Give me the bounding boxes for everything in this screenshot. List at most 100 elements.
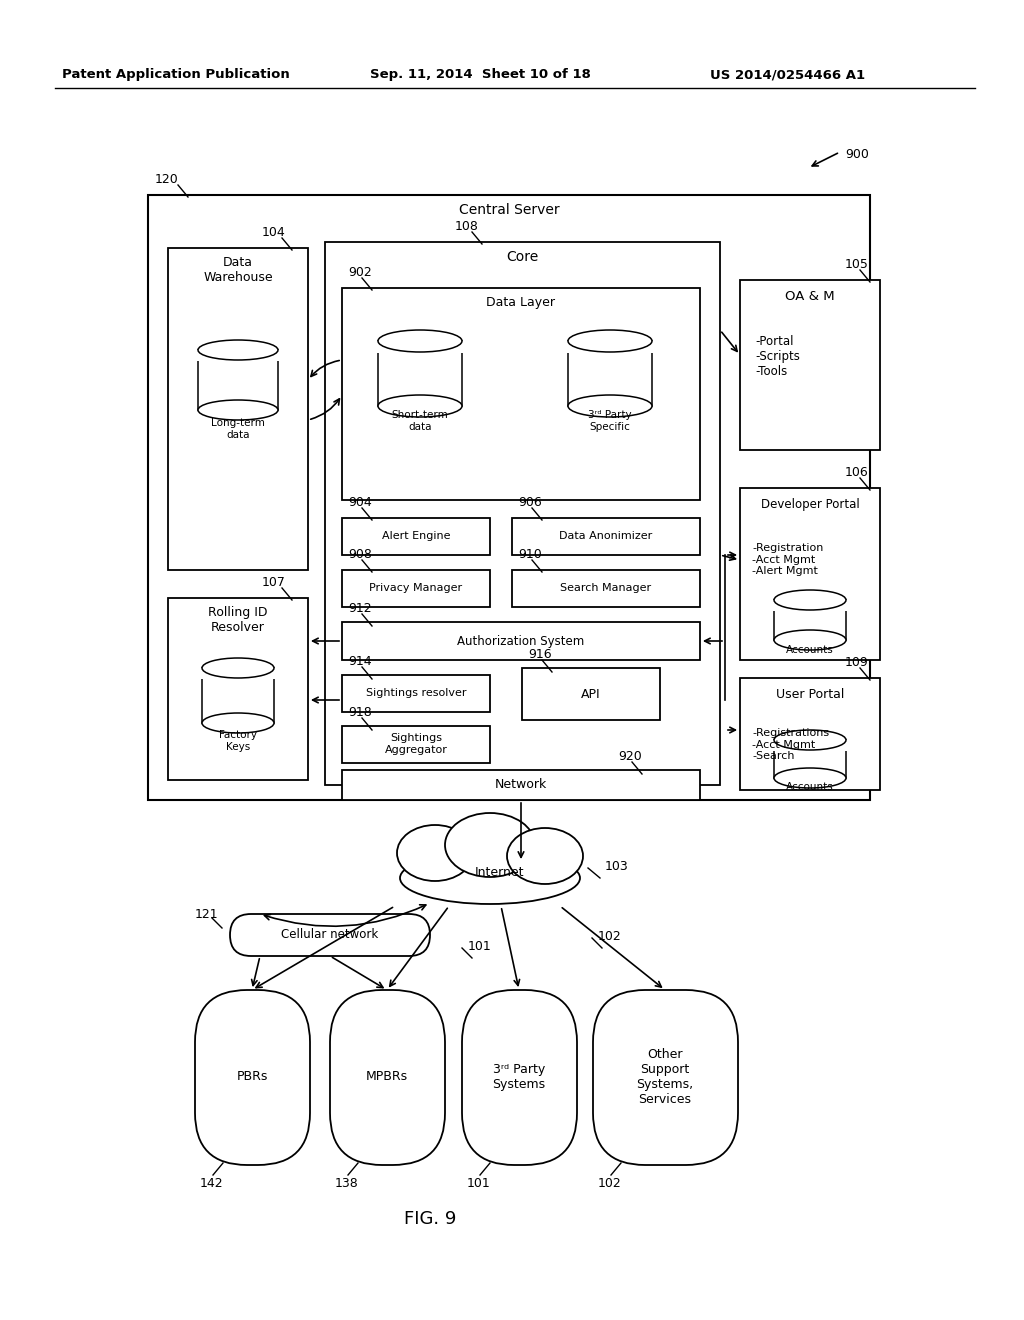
Text: Alert Engine: Alert Engine <box>382 531 451 541</box>
Ellipse shape <box>568 330 652 352</box>
Text: 142: 142 <box>200 1177 223 1191</box>
Bar <box>740 488 880 660</box>
Ellipse shape <box>774 630 846 649</box>
Ellipse shape <box>198 400 278 420</box>
Text: User Portal: User Portal <box>776 688 844 701</box>
Text: 906: 906 <box>518 496 542 510</box>
Text: 900: 900 <box>845 148 869 161</box>
Text: 902: 902 <box>348 267 372 279</box>
Text: Developer Portal: Developer Portal <box>761 498 859 511</box>
Bar <box>342 517 490 554</box>
Bar <box>168 598 308 780</box>
FancyBboxPatch shape <box>230 913 430 956</box>
Text: Accounts: Accounts <box>786 645 834 655</box>
Bar <box>202 668 274 723</box>
Bar <box>342 570 490 607</box>
Ellipse shape <box>397 825 473 880</box>
Text: API: API <box>582 688 601 701</box>
Bar <box>774 741 846 777</box>
Text: Rolling ID
Resolver: Rolling ID Resolver <box>208 606 267 634</box>
Text: Short-term
data: Short-term data <box>391 411 449 432</box>
Bar <box>377 341 463 352</box>
Text: Cellular network: Cellular network <box>282 928 379 941</box>
Ellipse shape <box>568 395 652 417</box>
Text: OA & M: OA & M <box>785 290 835 304</box>
Text: 101: 101 <box>468 940 492 953</box>
Text: -Registrations
-Acct Mgmt
-Search: -Registrations -Acct Mgmt -Search <box>752 729 829 762</box>
Bar <box>740 280 880 450</box>
Text: 908: 908 <box>348 548 372 561</box>
Text: US 2014/0254466 A1: US 2014/0254466 A1 <box>710 69 865 81</box>
Text: Long-term
data: Long-term data <box>211 418 265 440</box>
Bar <box>325 242 720 785</box>
Text: FIG. 9: FIG. 9 <box>403 1210 456 1228</box>
Ellipse shape <box>774 768 846 788</box>
Text: Patent Application Publication: Patent Application Publication <box>62 69 290 81</box>
Text: Core: Core <box>506 249 539 264</box>
Ellipse shape <box>774 730 846 750</box>
Text: 138: 138 <box>335 1177 358 1191</box>
Text: 105: 105 <box>845 257 869 271</box>
Bar <box>342 622 700 660</box>
Text: 120: 120 <box>155 173 179 186</box>
Text: 103: 103 <box>605 861 629 873</box>
Text: Data Layer: Data Layer <box>486 296 555 309</box>
Text: 108: 108 <box>455 220 479 234</box>
Bar <box>198 350 278 411</box>
Bar <box>168 248 308 570</box>
Bar <box>342 726 490 763</box>
Bar <box>197 350 279 360</box>
Text: Search Manager: Search Manager <box>560 583 651 593</box>
Bar <box>568 341 652 407</box>
Ellipse shape <box>445 813 535 876</box>
Bar <box>342 288 700 500</box>
Ellipse shape <box>202 713 274 733</box>
Text: Privacy Manager: Privacy Manager <box>370 583 463 593</box>
Text: Data Anonimizer: Data Anonimizer <box>559 531 652 541</box>
Text: Sep. 11, 2014  Sheet 10 of 18: Sep. 11, 2014 Sheet 10 of 18 <box>370 69 591 81</box>
Text: Accounts: Accounts <box>786 781 834 792</box>
Text: 920: 920 <box>618 750 642 763</box>
Text: 3ʳᵈ Party
Systems: 3ʳᵈ Party Systems <box>493 1063 546 1092</box>
Text: Network: Network <box>495 779 547 792</box>
Text: Internet: Internet <box>475 866 524 879</box>
FancyBboxPatch shape <box>330 990 445 1166</box>
Bar <box>512 517 700 554</box>
Text: 916: 916 <box>528 648 552 661</box>
Text: Other
Support
Systems,
Services: Other Support Systems, Services <box>637 1048 693 1106</box>
Text: 102: 102 <box>598 1177 622 1191</box>
Bar <box>740 678 880 789</box>
Text: Sightings resolver: Sightings resolver <box>366 688 466 698</box>
Text: 101: 101 <box>467 1177 490 1191</box>
Bar <box>567 341 653 352</box>
Bar <box>774 601 846 640</box>
Text: Data
Warehouse: Data Warehouse <box>203 256 272 284</box>
Text: Sightings
Aggregator: Sightings Aggregator <box>385 733 447 755</box>
Bar <box>512 570 700 607</box>
Ellipse shape <box>202 657 274 678</box>
Ellipse shape <box>400 851 580 904</box>
Ellipse shape <box>507 828 583 884</box>
Bar <box>378 341 462 407</box>
Text: -Portal
-Scripts
-Tools: -Portal -Scripts -Tools <box>755 335 800 378</box>
Text: Factory
Keys: Factory Keys <box>219 730 257 751</box>
Text: 102: 102 <box>598 931 622 942</box>
FancyBboxPatch shape <box>195 990 310 1166</box>
Ellipse shape <box>198 341 278 360</box>
Text: 910: 910 <box>518 548 542 561</box>
Text: 109: 109 <box>845 656 868 669</box>
Bar <box>773 601 847 611</box>
Text: -Registration
-Acct Mgmt
-Alert Mgmt: -Registration -Acct Mgmt -Alert Mgmt <box>752 543 823 577</box>
Bar <box>773 741 847 751</box>
Ellipse shape <box>774 590 846 610</box>
Bar <box>522 668 660 719</box>
Text: 107: 107 <box>262 576 286 589</box>
Text: 3ʳᵈ Party
Specific: 3ʳᵈ Party Specific <box>588 411 632 432</box>
Text: 904: 904 <box>348 496 372 510</box>
Text: 918: 918 <box>348 706 372 719</box>
FancyBboxPatch shape <box>462 990 577 1166</box>
Text: 104: 104 <box>262 226 286 239</box>
Ellipse shape <box>378 395 462 417</box>
Text: 121: 121 <box>195 908 219 921</box>
Text: Authorization System: Authorization System <box>458 635 585 648</box>
